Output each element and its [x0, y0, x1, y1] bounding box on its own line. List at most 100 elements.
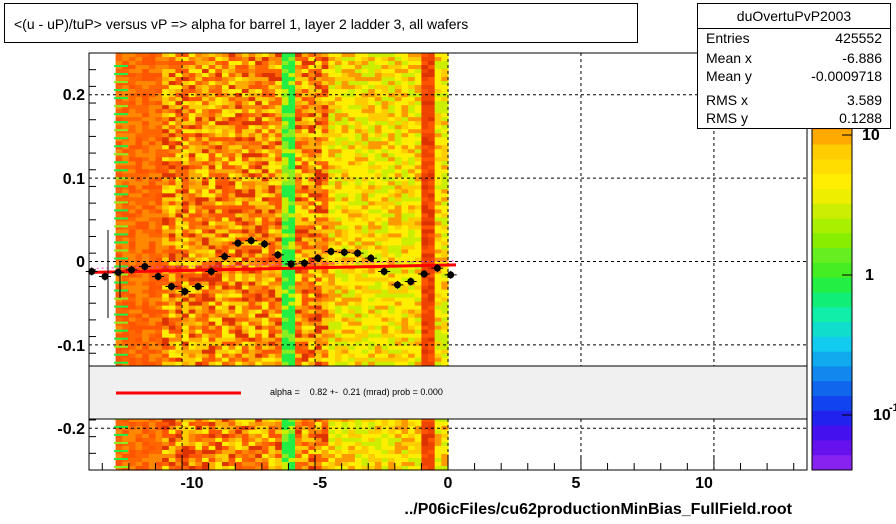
heatmap-cell — [288, 201, 296, 206]
heatmap-cell — [221, 433, 230, 439]
heatmap-cell — [162, 197, 170, 202]
heatmap-cell — [228, 449, 236, 455]
heatmap-cell — [368, 357, 376, 363]
heatmap-cell — [142, 321, 150, 327]
heatmap-cell — [128, 241, 137, 247]
heatmap-cell — [421, 133, 429, 138]
heatmap-cell — [241, 117, 250, 122]
heatmap-cell — [301, 457, 309, 463]
heatmap-cell — [361, 133, 369, 138]
heatmap-cell — [301, 133, 309, 138]
heatmap-cell — [368, 165, 376, 170]
heatmap-cell — [414, 285, 423, 291]
heatmap-cell — [235, 69, 243, 74]
heatmap-cell — [341, 149, 349, 154]
heatmap-cell — [401, 253, 409, 259]
heatmap-cell — [368, 301, 376, 307]
heatmap-cell — [281, 145, 290, 150]
heatmap-cell — [414, 461, 423, 467]
heatmap-cell — [354, 129, 363, 134]
heatmap-cell — [288, 197, 296, 202]
heatmap-cell — [341, 81, 349, 86]
heatmap-cell — [374, 85, 383, 90]
heatmap-cell — [301, 417, 309, 423]
heatmap-cell — [202, 349, 210, 355]
heatmap-cell — [168, 197, 177, 202]
heatmap-cell — [381, 293, 389, 299]
heatmap-cell — [401, 113, 409, 118]
heatmap-cell — [248, 85, 256, 90]
heatmap-cell — [241, 225, 250, 231]
heatmap-cell — [374, 253, 383, 259]
heatmap-cell — [162, 289, 170, 295]
heatmap-cell — [142, 349, 150, 355]
heatmap-cell — [421, 297, 429, 303]
heatmap-cell — [295, 273, 303, 279]
heatmap-cell — [328, 349, 336, 355]
heatmap-cell — [315, 141, 323, 146]
heatmap-cell — [208, 465, 216, 471]
heatmap-cell — [148, 289, 157, 295]
heatmap-cell — [248, 197, 256, 202]
heatmap-cell — [328, 101, 336, 106]
heatmap-cell — [301, 309, 309, 315]
heatmap-cell — [248, 461, 256, 467]
heatmap-cell — [122, 301, 130, 307]
heatmap-cell — [155, 173, 163, 178]
heatmap-cell — [182, 77, 190, 82]
heatmap-cell — [281, 133, 290, 138]
heatmap-cell — [315, 133, 323, 138]
heatmap-cell — [354, 181, 363, 186]
heatmap-cell — [221, 337, 230, 343]
heatmap-cell — [268, 441, 276, 447]
heatmap-cell — [122, 117, 130, 122]
heatmap-cell — [241, 297, 250, 303]
heatmap-cell — [348, 233, 356, 239]
heatmap-cell — [308, 65, 316, 70]
heatmap-cell — [421, 97, 429, 102]
heatmap-cell — [215, 237, 223, 243]
heatmap-cell — [341, 281, 349, 287]
heatmap-cell — [388, 77, 396, 82]
heatmap-cell — [188, 349, 196, 355]
heatmap-cell — [428, 129, 436, 134]
heatmap-cell — [388, 217, 396, 222]
heatmap-cell — [301, 193, 309, 198]
heatmap-cell — [168, 261, 177, 267]
heatmap-cell — [122, 245, 130, 251]
heatmap-cell — [128, 337, 137, 343]
heatmap-cell — [175, 305, 183, 311]
heatmap-cell — [275, 353, 283, 359]
heatmap-cell — [374, 205, 383, 210]
heatmap-cell — [308, 301, 316, 307]
heatmap-cell — [235, 181, 243, 186]
heatmap-cell — [281, 421, 290, 427]
heatmap-cell — [115, 93, 123, 98]
heatmap-cell — [215, 461, 223, 467]
heatmap-cell — [374, 289, 383, 295]
heatmap-cell — [381, 437, 389, 443]
heatmap-cell — [182, 329, 190, 335]
heatmap-cell — [221, 213, 230, 218]
heatmap-cell — [188, 341, 196, 347]
heatmap-cell — [261, 289, 270, 295]
heatmap-cell — [401, 333, 409, 339]
heatmap-cell — [301, 117, 309, 122]
heatmap-cell — [235, 145, 243, 150]
heatmap-cell — [148, 453, 157, 459]
heatmap-cell — [195, 209, 203, 214]
heatmap-cell — [281, 309, 290, 315]
heatmap-cell — [381, 309, 389, 315]
heatmap-cell — [414, 441, 423, 447]
heatmap-cell — [354, 245, 363, 251]
heatmap-cell — [202, 197, 210, 202]
heatmap-cell — [388, 185, 396, 190]
heatmap-cell — [255, 61, 263, 66]
heatmap-cell — [368, 81, 376, 86]
heatmap-cell — [408, 81, 416, 86]
heatmap-cell — [195, 101, 203, 106]
heatmap-cell — [248, 245, 256, 251]
heatmap-cell — [288, 417, 296, 423]
heatmap-cell — [428, 329, 436, 335]
heatmap-cell — [155, 129, 163, 134]
